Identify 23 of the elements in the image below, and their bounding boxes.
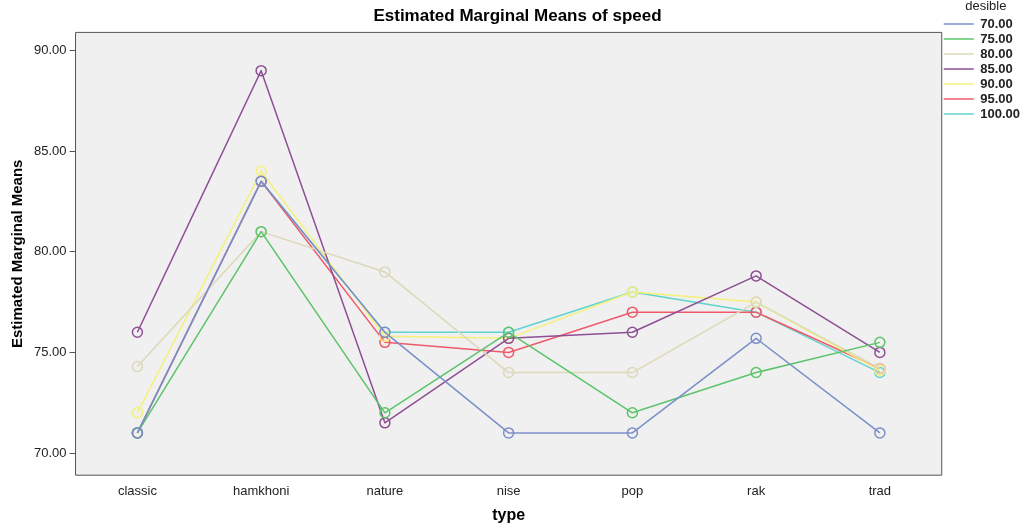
legend-label: 90.00 <box>980 75 1013 91</box>
y-tick-label: 75.00 <box>33 344 67 359</box>
x-tick-label: hamkhoni <box>232 482 290 498</box>
y-axis-title: Estimated Marginal Means <box>8 159 26 348</box>
x-tick-label: rak <box>747 482 766 498</box>
chart-title: Estimated Marginal Means of speed <box>373 5 662 25</box>
x-tick-label: nise <box>496 482 521 498</box>
x-tick-label: pop <box>621 482 644 498</box>
legend-label: 100.00 <box>980 105 1020 121</box>
legend-label: 95.00 <box>980 90 1013 106</box>
y-tick-label: 70.00 <box>33 444 67 460</box>
y-tick-label: 80.00 <box>33 243 67 259</box>
legend-label: 80.00 <box>980 45 1013 61</box>
y-tick-label: 90.00 <box>33 42 67 58</box>
y-tick-label: 85.00 <box>33 142 67 158</box>
x-axis-title: type <box>492 505 526 523</box>
x-tick-label: classic <box>117 482 158 498</box>
legend-title: desible <box>965 0 1007 14</box>
x-tick-label: trad <box>868 482 892 498</box>
legend-label: 75.00 <box>980 30 1013 46</box>
legend-label: 85.00 <box>980 60 1013 76</box>
x-tick-label: nature <box>366 482 404 498</box>
legend-label: 70.00 <box>980 15 1013 31</box>
